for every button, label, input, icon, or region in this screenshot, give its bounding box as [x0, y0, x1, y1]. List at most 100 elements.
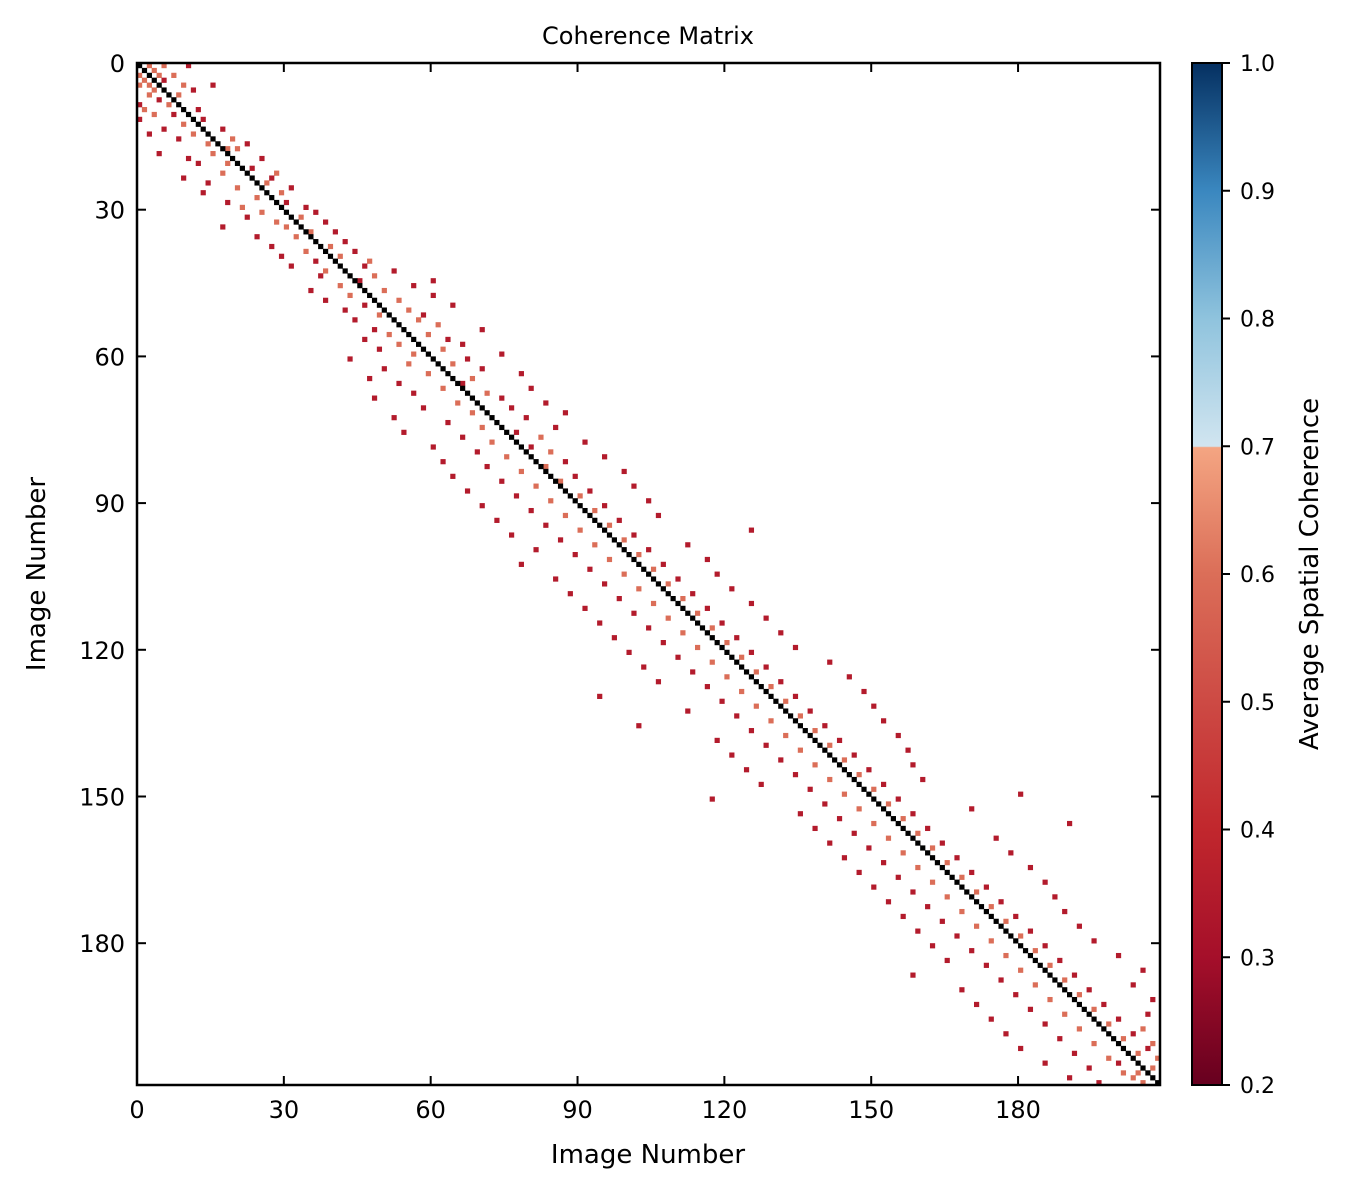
heatmap-cell: [954, 855, 960, 861]
heatmap-cell: [871, 884, 877, 890]
diagonal-cell: [553, 478, 559, 484]
heatmap-cell: [548, 449, 554, 455]
heatmap-cell: [1115, 952, 1122, 959]
diagonal-cell: [1081, 1006, 1087, 1012]
heatmap-cell: [244, 214, 250, 220]
colorbar-tick-label: 1.0: [1240, 52, 1275, 77]
heatmap-cell: [885, 899, 892, 905]
heatmap-cell: [915, 928, 921, 934]
heatmap-cell: [621, 468, 627, 475]
heatmap-cell: [881, 860, 887, 866]
heatmap-cell: [499, 351, 505, 357]
heatmap-cell: [753, 703, 759, 709]
heatmap-cell: [959, 874, 965, 880]
heatmap-cell: [1067, 1075, 1073, 1081]
diagonal-cell: [195, 121, 201, 127]
heatmap-cell: [533, 547, 539, 553]
x-tick-label: 180: [995, 1096, 1041, 1124]
heatmap-cell: [959, 908, 965, 915]
diagonal-cell: [949, 874, 955, 880]
heatmap-cell: [504, 454, 510, 460]
heatmap-cell: [636, 586, 642, 592]
diagonal-cell: [357, 283, 363, 289]
heatmap-cell: [675, 576, 681, 582]
colorbar-tick-label: 0.9: [1240, 180, 1275, 205]
heatmap-cell: [386, 331, 392, 338]
heatmap-cell: [543, 400, 549, 406]
heatmap-cell: [381, 366, 387, 372]
diagonal-cell: [587, 512, 593, 519]
diagonal-cell: [220, 146, 226, 152]
diagonal-cell: [323, 248, 329, 255]
heatmap-cell: [871, 703, 877, 709]
diagonal-cell: [528, 454, 534, 460]
heatmap-cell: [518, 371, 524, 377]
heatmap-cell: [719, 698, 725, 704]
diagonal-cell: [396, 322, 402, 328]
heatmap-cell: [362, 302, 368, 308]
heatmap-cell: [631, 532, 637, 538]
diagonal-cell: [455, 380, 461, 387]
heatmap-diagonal: [137, 63, 1161, 1086]
heatmap-cell: [631, 610, 637, 616]
diagonal-cell: [1057, 982, 1063, 988]
diagonal-cell: [709, 635, 715, 641]
heatmap-cell: [528, 507, 534, 514]
heatmap-cell: [161, 126, 167, 132]
heatmap-cell: [425, 331, 431, 338]
heatmap-cell: [1140, 967, 1146, 973]
diagonal-cell: [406, 331, 412, 338]
diagonal-cell: [944, 869, 950, 876]
diagonal-cell: [484, 410, 490, 416]
diagonal-cell: [386, 312, 392, 318]
heatmap-cell: [631, 483, 637, 489]
heatmap-cell: [1052, 894, 1058, 900]
heatmap-cell: [450, 473, 456, 479]
heatmap-cell: [939, 840, 945, 846]
diagonal-cell: [1032, 957, 1038, 964]
heatmap-cell: [406, 307, 412, 313]
diagonal-cell: [562, 488, 569, 494]
heatmap-cell: [734, 713, 740, 719]
heatmap-cell: [513, 493, 520, 499]
diagonal-cell: [474, 400, 480, 406]
x-tick-label: 150: [848, 1096, 894, 1124]
heatmap-cell: [709, 796, 715, 802]
heatmap-cell: [313, 209, 319, 215]
diagonal-cell: [489, 415, 495, 421]
heatmap-cell: [156, 97, 162, 103]
heatmap-cell: [225, 160, 231, 166]
heatmap-cell: [836, 737, 843, 743]
diagonal-cell: [641, 566, 647, 572]
heatmap-cell: [881, 718, 887, 724]
heatmap-cell: [636, 723, 642, 729]
diagonal-cell: [367, 292, 373, 299]
diagonal-cell: [494, 419, 500, 426]
heatmap-cell: [1140, 1026, 1146, 1032]
heatmap-cell: [396, 297, 402, 303]
heatmap-cell: [1155, 1055, 1161, 1061]
diagonal-cell: [680, 605, 686, 611]
heatmap-cell: [572, 552, 578, 558]
heatmap-cell: [1115, 1016, 1122, 1022]
heatmap-cell: [1071, 972, 1078, 978]
diagonal-cell: [538, 463, 544, 470]
heatmap-cell: [1091, 1040, 1097, 1047]
heatmap-cell: [920, 776, 926, 783]
heatmap-cell: [156, 72, 162, 78]
heatmap-cell: [230, 136, 236, 142]
diagonal-cell: [719, 644, 725, 651]
heatmap-cell: [827, 776, 833, 783]
heatmap-cell: [641, 664, 647, 670]
heatmap-cell: [885, 835, 892, 841]
heatmap-cell: [327, 243, 334, 250]
heatmap-cell: [484, 463, 490, 470]
heatmap-cell: [587, 488, 593, 494]
heatmap-cell: [974, 889, 980, 895]
heatmap-cell: [597, 620, 603, 626]
diagonal-cell: [225, 151, 231, 157]
diagonal-cell: [141, 67, 148, 74]
heatmap-cell: [1042, 943, 1048, 949]
heatmap-cell: [323, 297, 329, 303]
heatmap-cell: [626, 649, 632, 655]
